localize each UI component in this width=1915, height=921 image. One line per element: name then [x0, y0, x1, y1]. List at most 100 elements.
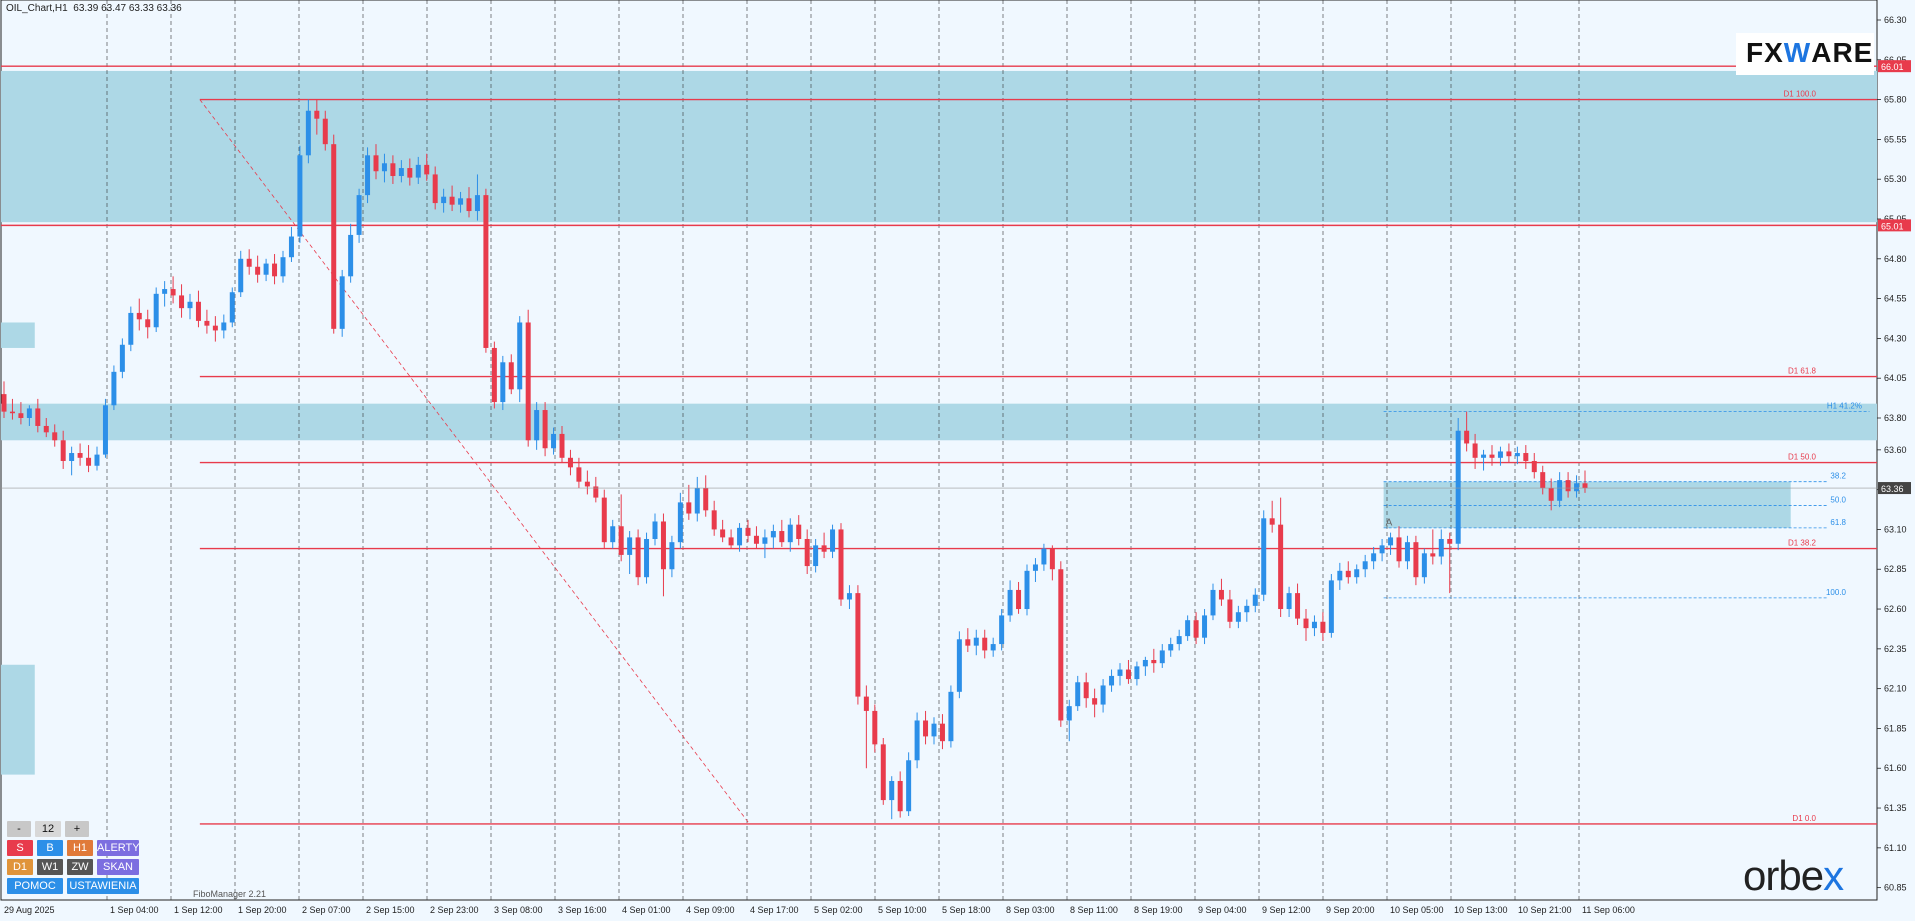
- candle-body: [627, 537, 633, 555]
- candle-body: [855, 593, 861, 697]
- d1-button[interactable]: D1: [7, 859, 33, 875]
- x-tick-label: 8 Sep 11:00: [1070, 905, 1118, 915]
- candle-body: [415, 164, 421, 178]
- candle-body: [610, 526, 616, 543]
- candle-body: [939, 723, 945, 742]
- candle-body: [1109, 675, 1115, 686]
- candle-body: [1438, 538, 1444, 557]
- candle-body: [830, 529, 836, 552]
- candle-body: [381, 163, 387, 172]
- candle-body: [43, 425, 49, 433]
- candle-body: [1303, 618, 1309, 629]
- candle-body: [517, 322, 523, 390]
- h1-level-label: H1 41.2%: [1827, 402, 1862, 411]
- candle-body: [263, 263, 269, 275]
- candle-body: [1, 394, 7, 412]
- y-tick-label: 64.30: [1884, 333, 1907, 343]
- buy-button[interactable]: B: [37, 840, 63, 856]
- settings-button[interactable]: USTAWIENIA: [67, 878, 139, 894]
- candle-body: [1328, 580, 1334, 633]
- candle-body: [77, 453, 83, 458]
- fib-level-label: D1 100.0: [1784, 90, 1817, 99]
- candle-body: [762, 537, 768, 544]
- x-tick-label: 4 Sep 17:00: [750, 905, 799, 915]
- candle-body: [525, 322, 531, 441]
- x-tick-label: 3 Sep 08:00: [494, 905, 543, 915]
- candle-body: [753, 535, 759, 544]
- y-tick-label: 65.05: [1884, 214, 1907, 224]
- candle-body: [1489, 454, 1495, 458]
- candle-body: [694, 488, 700, 514]
- candle-body: [931, 723, 937, 737]
- candle-body: [1142, 659, 1148, 667]
- candle-body: [804, 538, 810, 567]
- candle-body: [796, 524, 802, 539]
- candle-body: [390, 163, 396, 177]
- y-tick-label: 65.80: [1884, 95, 1907, 105]
- candle-body: [677, 502, 683, 543]
- w1-button[interactable]: W1: [37, 859, 63, 875]
- candle-body: [1159, 650, 1165, 664]
- h1-button[interactable]: H1: [67, 840, 93, 856]
- candle-body: [1125, 669, 1131, 680]
- candle-body: [1244, 605, 1250, 613]
- y-tick-label: 64.55: [1884, 294, 1907, 304]
- candle-body: [711, 510, 717, 530]
- candle-body: [18, 413, 24, 418]
- candle-body: [365, 155, 371, 196]
- candle-body: [1337, 570, 1343, 581]
- y-tick-label: 62.10: [1884, 684, 1907, 694]
- alerts-button[interactable]: ALERTY: [97, 840, 140, 856]
- period-value[interactable]: 12: [35, 821, 61, 837]
- candle-body: [846, 593, 852, 600]
- candle-body: [1565, 480, 1571, 492]
- sell-button[interactable]: S: [7, 840, 33, 856]
- candle-body: [1016, 589, 1022, 610]
- plus-button[interactable]: +: [65, 821, 89, 837]
- candle-body: [923, 720, 929, 737]
- candle-body: [69, 453, 75, 461]
- scan-button[interactable]: SKAN: [97, 859, 139, 875]
- candle-body: [669, 542, 675, 570]
- candle-body: [618, 526, 624, 555]
- candle-body: [212, 325, 218, 331]
- fib-level-label: D1 50.0: [1788, 453, 1817, 462]
- h1-level-label: 100.0: [1826, 588, 1847, 597]
- candle-body: [500, 362, 506, 403]
- candle-body: [1235, 612, 1241, 622]
- candle-body: [373, 155, 379, 172]
- candle-body: [720, 529, 726, 538]
- candle-body: [770, 531, 776, 538]
- x-tick-label: 9 Sep 04:00: [1198, 905, 1247, 915]
- help-button[interactable]: POMOC: [7, 878, 63, 894]
- candle-body: [348, 234, 354, 277]
- candle-body: [1041, 548, 1047, 565]
- candle-body: [1396, 537, 1402, 562]
- candle-body: [483, 195, 489, 348]
- candle-body: [1252, 594, 1258, 606]
- candle-body: [1185, 620, 1191, 637]
- y-tick-label: 64.05: [1884, 373, 1907, 383]
- x-tick-label: 8 Sep 19:00: [1134, 905, 1183, 915]
- minus-button[interactable]: -: [7, 821, 31, 837]
- chart-header: OIL_Chart,H1 63.39 63.47 63.33 63.36: [6, 3, 182, 14]
- candle-body: [1404, 542, 1410, 562]
- candle-body: [1523, 453, 1529, 461]
- candle-body: [1574, 483, 1580, 492]
- candle-body: [542, 410, 548, 449]
- candle-body: [914, 720, 920, 761]
- candle-body: [551, 433, 557, 449]
- candle-body: [1311, 621, 1317, 629]
- candle-body: [897, 780, 903, 812]
- candle-body: [1421, 553, 1427, 578]
- candle-body: [322, 118, 328, 145]
- candle-body: [1117, 669, 1123, 676]
- zw-button[interactable]: ZW: [67, 859, 93, 875]
- candle-body: [272, 263, 278, 277]
- candle-body: [584, 481, 590, 487]
- candle-body: [1134, 666, 1140, 680]
- candle-body: [466, 198, 472, 212]
- x-tick-label: 2 Sep 07:00: [302, 905, 351, 915]
- symbol-label: OIL_Chart,H1: [6, 3, 68, 14]
